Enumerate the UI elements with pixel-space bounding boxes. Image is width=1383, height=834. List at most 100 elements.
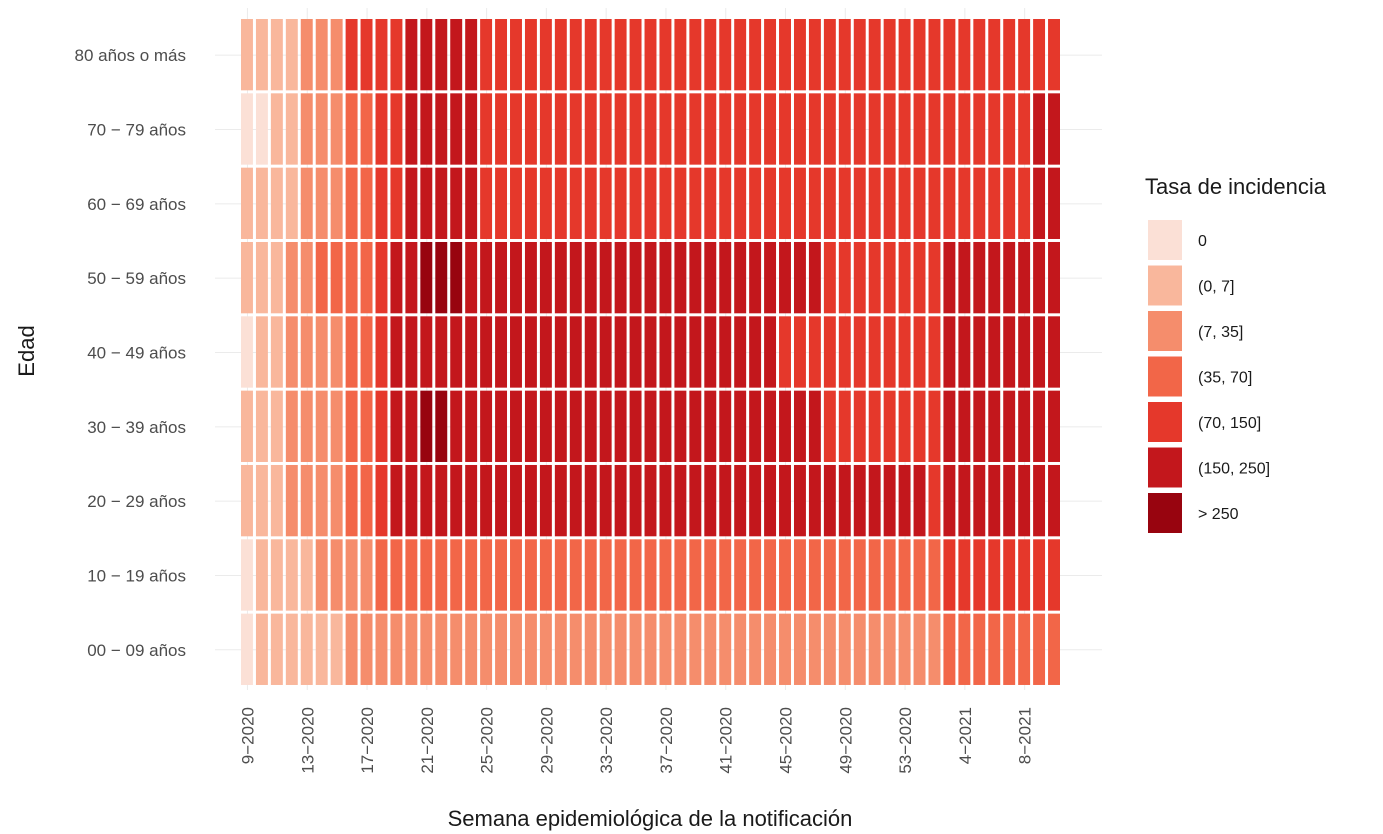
y-tick-label: 80 años o más: [74, 46, 186, 65]
legend-key: [1148, 447, 1182, 488]
heatmap-cell: [285, 241, 298, 314]
heatmap-cell: [270, 241, 283, 314]
heatmap-cell: [988, 241, 1001, 314]
heatmap-cell: [853, 316, 866, 388]
heatmap-cell: [241, 613, 253, 685]
heatmap-cell: [450, 539, 463, 611]
heatmap-cell: [973, 539, 986, 611]
heatmap-cell: [988, 464, 1001, 537]
heatmap-cell: [674, 19, 687, 91]
heatmap-cell: [241, 390, 253, 462]
legend-key: [1148, 493, 1182, 533]
heatmap-cell: [465, 167, 478, 239]
heatmap-cell: [360, 93, 373, 165]
heatmap-cell: [1033, 613, 1046, 685]
heatmap-cell: [958, 539, 971, 611]
heatmap-cell: [435, 613, 448, 685]
heatmap-cell: [539, 613, 552, 685]
heatmap-cell: [390, 93, 403, 165]
heatmap-cell: [524, 19, 537, 91]
heatmap-cell: [614, 316, 627, 388]
heatmap-cell: [435, 93, 448, 165]
heatmap-cell: [300, 539, 313, 611]
heatmap-cell: [345, 613, 358, 685]
heatmap-cell: [719, 390, 732, 462]
heatmap-cell: [868, 539, 881, 611]
heatmap-cell: [853, 93, 866, 165]
heatmap-cell: [300, 241, 313, 314]
heatmap-cell: [749, 167, 762, 239]
heatmap-cell: [539, 19, 552, 91]
heatmap-cell: [390, 464, 403, 537]
heatmap-cell: [719, 613, 732, 685]
heatmap-cell: [300, 316, 313, 388]
heatmap-cell: [1018, 464, 1031, 537]
heatmap-cell: [554, 19, 567, 91]
heatmap-cell: [749, 464, 762, 537]
heatmap-cell: [823, 316, 836, 388]
heatmap-cell: [405, 19, 418, 91]
heatmap-cell: [554, 539, 567, 611]
heatmap-cell: [779, 539, 791, 611]
heatmap-cell: [584, 316, 597, 388]
heatmap-cell: [330, 93, 343, 165]
heatmap-cell: [779, 613, 791, 685]
heatmap-cell: [390, 167, 403, 239]
heatmap-cell: [241, 93, 253, 165]
heatmap-cell: [330, 167, 343, 239]
heatmap-cell: [524, 464, 537, 537]
heatmap-cell: [360, 390, 373, 462]
heatmap-cell: [674, 93, 687, 165]
heatmap-cell: [285, 390, 298, 462]
heatmap-cell: [480, 19, 493, 91]
heatmap-cell: [973, 241, 986, 314]
heatmap-cell: [435, 539, 448, 611]
heatmap-cell: [1003, 316, 1016, 388]
heatmap-cell: [644, 167, 657, 239]
heatmap-cell: [943, 539, 956, 611]
heatmap-cell: [614, 19, 627, 91]
heatmap-cell: [390, 19, 403, 91]
heatmap-cell: [255, 464, 268, 537]
heatmap-cell: [450, 167, 463, 239]
heatmap-cell: [285, 539, 298, 611]
heatmap-cell: [569, 93, 582, 165]
heatmap-cell: [1018, 19, 1031, 91]
heatmap-cell: [719, 93, 732, 165]
heatmap-cell: [241, 167, 253, 239]
heatmap-cell: [584, 93, 597, 165]
heatmap-cell: [539, 464, 552, 537]
heatmap-cell: [898, 464, 911, 537]
heatmap-cell: [928, 613, 941, 685]
heatmap-cell: [420, 316, 433, 388]
heatmap-cell: [674, 167, 687, 239]
x-axis-title: Semana epidemiológica de la notificación: [448, 806, 853, 831]
heatmap-cell: [629, 167, 642, 239]
heatmap-cell: [883, 93, 896, 165]
heatmap-cell: [823, 241, 836, 314]
heatmap-cell: [659, 241, 672, 314]
heatmap-cell: [510, 241, 522, 314]
heatmap-cell: [405, 316, 418, 388]
heatmap-cell: [1048, 316, 1060, 388]
heatmap-cell: [345, 390, 358, 462]
heatmap-cell: [450, 93, 463, 165]
heatmap-cell: [823, 19, 836, 91]
heatmap-cell: [465, 316, 478, 388]
heatmap-cell: [689, 390, 702, 462]
heatmap-cell: [988, 316, 1001, 388]
heatmap-cell: [405, 390, 418, 462]
heatmap-cell: [1048, 539, 1060, 611]
heatmap-cell: [599, 316, 612, 388]
heatmap-cell: [704, 464, 717, 537]
heatmap-cell: [764, 93, 777, 165]
heatmap-cell: [659, 613, 672, 685]
y-tick-label: 70 − 79 años: [87, 120, 186, 139]
heatmap-cell: [883, 316, 896, 388]
heatmap-cell: [375, 613, 388, 685]
y-tick-label: 30 − 39 años: [87, 418, 186, 437]
heatmap-cell: [599, 19, 612, 91]
heatmap-cell: [749, 390, 762, 462]
heatmap-cell: [554, 390, 567, 462]
x-tick-label: 17−2020: [358, 707, 377, 774]
